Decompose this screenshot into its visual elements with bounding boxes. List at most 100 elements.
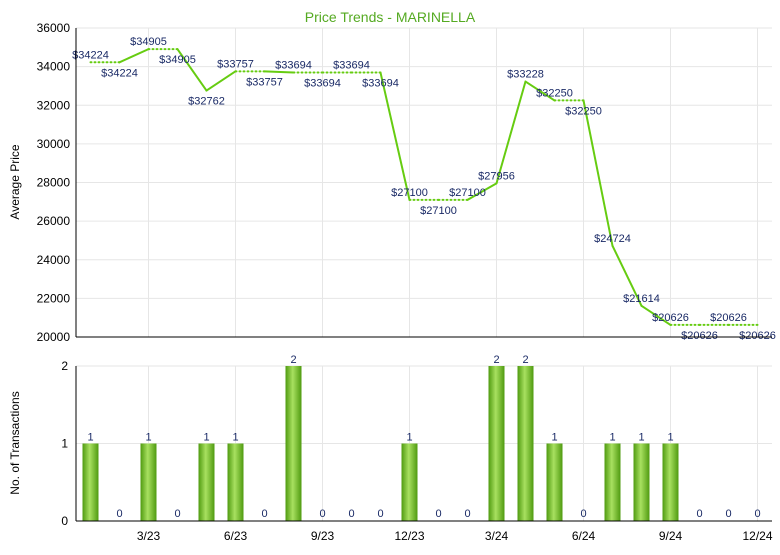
transactions-bar-label: 0 [725, 508, 731, 520]
price-data-label: $34905 [159, 54, 196, 66]
transactions-bar [517, 366, 534, 521]
price-axis-label: Average Price [8, 144, 22, 219]
price-data-label: $34905 [130, 36, 167, 48]
price-data-label: $32762 [188, 96, 225, 108]
x-tick-label: 12/23 [394, 529, 424, 543]
price-data-label: $27956 [478, 170, 515, 182]
price-tick-label: 22000 [37, 291, 71, 305]
transactions-bar-label: 0 [377, 508, 383, 520]
price-line-segment [379, 71, 411, 201]
transactions-bar [140, 443, 157, 521]
price-tick-label: 26000 [37, 214, 71, 228]
price-tick-label: 28000 [37, 176, 71, 190]
chart-axes [75, 28, 772, 522]
transactions-bar-label: 0 [116, 508, 122, 520]
transactions-bar [401, 443, 418, 521]
axis-tick-labels: 2000022000240002600028000300003200034000… [37, 21, 773, 543]
transactions-bar-label: 2 [493, 354, 499, 366]
x-tick-label: 3/23 [137, 529, 161, 543]
transactions-bar-label: 2 [522, 354, 528, 366]
x-tick-label: 9/24 [659, 529, 683, 543]
price-data-label: $27100 [420, 205, 457, 217]
price-data-label: $24724 [594, 233, 631, 245]
price-data-label: $33694 [362, 78, 399, 90]
price-data-label: $33228 [507, 69, 544, 81]
price-data-label: $20626 [681, 330, 718, 342]
transactions-bar-label: 0 [319, 508, 325, 520]
x-tick-label: 9/23 [311, 529, 335, 543]
price-data-label: $27100 [449, 187, 486, 199]
price-data-label: $20626 [652, 312, 689, 324]
transactions-bar-label: 2 [290, 354, 296, 366]
price-data-label: $33694 [304, 78, 341, 90]
price-line-segment [176, 48, 208, 92]
price-line-segment [205, 70, 237, 92]
x-tick-label: 12/24 [742, 529, 772, 543]
price-data-label: $32250 [565, 105, 602, 117]
transactions-bar [546, 443, 563, 521]
price-data-label: $20626 [739, 330, 776, 342]
price-line-segment [582, 99, 614, 247]
transactions-axis-label: No. of Transactions [8, 391, 22, 494]
transactions-bar-label: 0 [348, 508, 354, 520]
transactions-bar [285, 366, 302, 521]
transactions-tick-label: 1 [61, 437, 68, 451]
transactions-bar-label: 1 [667, 432, 673, 444]
transactions-bar [662, 443, 679, 521]
price-line-segment [118, 48, 150, 64]
price-data-label: $34224 [72, 49, 109, 61]
transactions-bar-label: 0 [754, 508, 760, 520]
x-tick-label: 6/23 [224, 529, 248, 543]
price-tick-label: 36000 [37, 21, 71, 35]
transactions-bar-label: 1 [609, 432, 615, 444]
price-tick-label: 20000 [37, 330, 71, 344]
transactions-bar-label: 1 [638, 432, 644, 444]
transactions-bar-label: 1 [145, 432, 151, 444]
x-tick-label: 3/24 [485, 529, 509, 543]
transactions-bar-label: 0 [464, 508, 470, 520]
transactions-bars [82, 366, 679, 521]
price-tick-label: 34000 [37, 60, 71, 74]
price-data-label: $21614 [623, 293, 660, 305]
price-data-label: $33757 [246, 76, 283, 88]
price-data-label: $33694 [275, 60, 312, 72]
transactions-tick-label: 0 [61, 514, 68, 528]
price-data-labels: $34224 $34224 $34905 $34905 $32762 $33757 $337… [72, 36, 776, 342]
price-tick-label: 30000 [37, 137, 71, 151]
price-line-segment [495, 80, 527, 185]
price-data-label: $33694 [333, 60, 370, 72]
price-line-segment [524, 80, 556, 102]
transactions-tick-label: 2 [61, 359, 68, 373]
transactions-bar-label: 1 [551, 432, 557, 444]
transactions-bar [82, 443, 99, 521]
transactions-bar [633, 443, 650, 521]
price-data-label: $20626 [710, 312, 747, 324]
x-tick-label: 6/24 [572, 529, 596, 543]
price-line-segment [466, 182, 498, 201]
transactions-data-labels: 1 0 1 0 1 1 0 2 0 0 0 1 0 0 2 2 1 0 1 1 1 0 0 0 [87, 354, 760, 520]
transactions-bar-label: 0 [261, 508, 267, 520]
transactions-bar-label: 0 [580, 508, 586, 520]
price-tick-label: 24000 [37, 253, 71, 267]
price-tick-label: 32000 [37, 98, 71, 112]
transactions-bar-label: 1 [87, 432, 93, 444]
price-line-series [89, 48, 759, 326]
transactions-bar [198, 443, 215, 521]
price-line-segment [611, 244, 643, 307]
price-gridlines [76, 27, 772, 338]
transactions-bar-label: 1 [232, 432, 238, 444]
price-line-segment [640, 304, 672, 326]
price-data-label: $33757 [217, 58, 254, 70]
price-line-segment [263, 70, 295, 74]
transactions-bar-label: 0 [696, 508, 702, 520]
transactions-bar [604, 443, 621, 521]
price-data-label: $27100 [391, 187, 428, 199]
transactions-bar-label: 0 [174, 508, 180, 520]
price-data-label: $32250 [536, 87, 573, 99]
price-data-label: $34224 [101, 67, 138, 79]
transactions-bar-label: 1 [406, 432, 412, 444]
transactions-bar-label: 0 [435, 508, 441, 520]
transactions-bar [227, 443, 244, 521]
